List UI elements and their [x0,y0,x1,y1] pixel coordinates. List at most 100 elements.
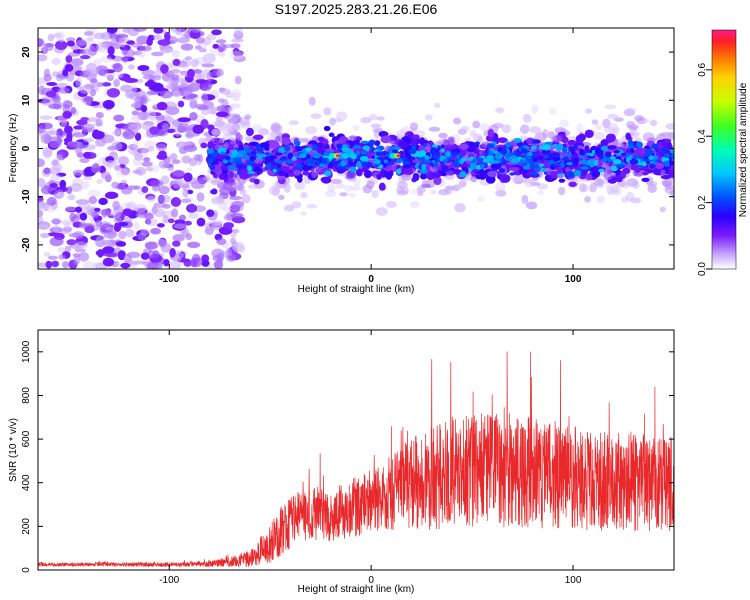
spectrogram-cell [278,147,285,154]
spectrogram-cell [233,54,246,63]
spectrogram-cell [150,227,161,235]
spectrogram-cell [265,163,271,170]
spectrogram-cell [149,179,164,187]
spectrogram-cell [452,184,461,192]
spectrogram-cell [312,143,318,151]
spectrogram-cell [102,99,115,110]
spectrogram-cell [335,182,346,190]
spectrogram-cell [220,151,226,156]
spectrogram-cell [46,196,57,206]
spectrogram-cell [600,146,609,151]
spectrogram-cell [360,116,372,124]
spectrogram-cell [596,195,605,204]
spectrogram-cell [66,239,77,246]
spectrogram-cell [93,207,101,212]
spectrogram-cell [522,165,530,170]
spectrogram-cell [204,221,217,231]
spectrogram-cell [212,68,224,77]
spectrogram-cell [50,174,61,181]
spectrogram-cell [201,92,209,103]
spectrogram-cell [38,200,45,210]
spectrogram-cell [100,171,111,180]
spectrogram-cell [144,261,154,269]
spectrogram-cell [584,129,594,139]
spectrogram-cell [47,33,55,42]
spectrogram-cell [102,246,115,254]
spectrogram-cell [316,146,324,153]
spectrogram-cell [412,134,420,140]
spectrogram-cell [124,77,138,84]
spectrogram-cell [186,68,195,79]
spectrogram-cell [246,165,252,171]
spectrogram-cell [434,102,441,109]
spectrogram-cell [72,132,87,138]
spectrogram-cell [49,226,63,233]
spectrogram-cell [111,181,120,189]
spectrogram-cell [584,145,590,153]
spectrogram-cell [166,167,174,172]
spectrogram-cell [478,123,490,131]
spectrogram-cell [669,149,674,154]
spectrogram-cell [69,183,83,193]
spectrogram-cell [121,57,129,63]
spectrogram-cell [607,189,620,195]
spectrogram-cell [234,50,244,57]
spectrogram-cell [215,39,227,44]
spectrogram-cell [375,151,383,157]
spectrogram-cell [229,195,242,201]
spectrogram-cell [132,140,140,151]
spectrogram-cell [145,81,157,86]
spectrogram-cell [211,128,221,137]
spectrogram-cell [112,209,122,219]
spectrogram-cell [629,158,639,165]
spectrogram-cell [508,166,520,171]
spectrogram-cell [190,257,197,268]
spectrogram-cell [219,88,231,95]
spectrogram-cell [220,164,231,171]
spectrogram-cell [652,167,663,176]
bottom-y-tick-label: 400 [21,474,32,491]
spectrogram-cell [91,211,99,219]
spectrogram-cell [458,143,470,151]
spectrogram-cell [153,34,162,40]
spectrogram-cell [234,28,243,36]
spectrogram-cell [118,37,127,48]
spectrogram-cell [350,153,357,160]
spectrogram-cell [231,216,246,224]
spectrogram-cell [163,46,172,54]
spectrogram-cell [196,192,205,202]
spectrogram-cell [192,124,205,134]
top-y-tick-label: 0 [21,145,32,151]
spectrogram-cell [43,73,52,82]
spectrogram-cell [84,31,94,36]
spectrogram-cell [45,260,53,269]
spectrogram-cell [76,39,88,46]
spectrogram-cell [278,194,285,200]
spectrogram-cell [152,250,160,259]
spectrogram-cell [470,162,477,170]
spectrogram-cell [239,189,247,195]
spectrogram-cell [300,192,308,199]
spectrogram-cell [188,212,199,219]
spectrogram-cell [501,148,508,155]
spectrogram-cell [222,130,235,136]
spectrogram-cell [626,120,636,128]
spectrogram-cell [172,90,182,99]
spectrogram-cell [191,181,205,190]
spectrogram-cell [623,108,636,117]
spectrogram-cell [305,126,318,135]
spectrogram-cell [296,145,301,152]
spectrogram-cell [46,81,58,87]
spectrogram-cell [40,96,55,106]
spectrogram-cell [66,186,73,195]
spectrogram-cell [141,69,156,77]
spectrogram-cell [316,142,324,148]
spectrogram-cell [452,134,461,143]
spectrogram-cell [280,156,288,161]
spectrogram-cell [190,58,199,68]
spectrogram-cell [197,154,204,163]
spectrogram-cell [43,150,52,159]
spectrogram-cell [355,168,363,177]
spectrogram-cell [122,124,135,131]
spectrogram-y-label: Frequency (Hz) [8,114,19,183]
